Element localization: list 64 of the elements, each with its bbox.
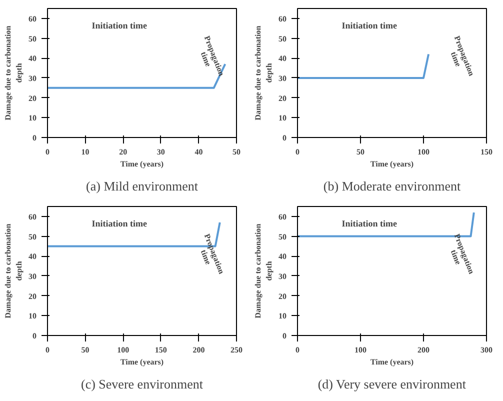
x-tick-label: 0 (46, 148, 50, 156)
y-tick-label: 30 (28, 272, 36, 281)
y-tick-label: 50 (278, 34, 286, 44)
y-axis-title: Damage due to carbonation depth (4, 223, 24, 318)
y-tick-label: 60 (28, 14, 36, 24)
y-axis-title: Damage due to carbonation depth (254, 223, 274, 318)
y-tick-label: 10 (278, 114, 286, 123)
x-tick-label: 100 (418, 148, 430, 156)
y-tick-label: 10 (278, 312, 286, 321)
y-tick-label: 10 (28, 312, 36, 321)
x-tick-label: 150 (154, 346, 167, 354)
y-tick-label: 50 (28, 34, 36, 44)
annotation: Initiation time (92, 218, 147, 228)
x-tick-label: 20 (119, 148, 128, 156)
x-tick-label: 50 (81, 346, 90, 354)
y-tick-label: 0 (32, 332, 36, 340)
y-tick-label: 30 (28, 74, 36, 83)
y-tick-label: 0 (282, 134, 286, 142)
y-axis-title: Damage due to carbonation depth (254, 25, 274, 120)
x-tick-label: 200 (418, 346, 430, 354)
y-tick-label: 10 (28, 114, 36, 123)
y-tick-label: 50 (278, 232, 286, 242)
y-tick-label: 60 (278, 14, 286, 24)
y-tick-label: 0 (32, 134, 36, 142)
x-tick-label: 100 (354, 346, 366, 354)
y-tick-label: 40 (28, 54, 36, 64)
x-tick-label: 0 (296, 346, 300, 354)
text: (c) Severe environment (81, 376, 204, 392)
y-tick-label: 40 (278, 252, 286, 262)
x-tick-label: 150 (480, 148, 492, 156)
x-tick-label: 0 (296, 148, 300, 156)
x-tick-label: 0 (46, 346, 50, 354)
x-tick-label: 10 (81, 148, 90, 156)
x-tick-label: 40 (194, 148, 203, 156)
x-axis-title: Time (years) (120, 358, 164, 366)
y-tick-label: 50 (28, 232, 36, 242)
x-axis-title: Time (years) (120, 160, 164, 168)
y-axis-title: Damage due to carbonation depth (4, 25, 24, 120)
y-tick-label: 40 (278, 54, 286, 64)
y-tick-label: 30 (278, 74, 286, 83)
x-tick-label: 50 (232, 148, 240, 156)
y-tick-label: 30 (278, 272, 286, 281)
annotation: Initiation time (92, 20, 147, 30)
y-tick-label: 60 (28, 212, 36, 222)
x-tick-label: 100 (117, 346, 130, 354)
y-tick-label: 20 (28, 292, 36, 301)
annotation: Initiation time (342, 218, 397, 228)
x-axis-title: Time (years) (370, 160, 414, 168)
x-tick-label: 250 (230, 346, 242, 354)
x-tick-label: 200 (192, 346, 205, 354)
x-tick-label: 30 (156, 148, 165, 156)
x-tick-label: 300 (480, 346, 492, 354)
y-tick-label: 0 (282, 332, 286, 340)
y-tick-label: 20 (28, 94, 36, 103)
text: (d) Very severe environment (318, 376, 466, 392)
y-tick-label: 40 (28, 252, 36, 262)
text: (a) Mild environment (86, 178, 198, 194)
y-tick-label: 20 (278, 292, 286, 301)
text: (b) Moderate environment (323, 178, 461, 194)
annotation: Initiation time (342, 20, 397, 30)
x-tick-label: 50 (356, 148, 364, 156)
y-tick-label: 20 (278, 94, 286, 103)
x-axis-title: Time (years) (370, 358, 414, 366)
y-tick-label: 60 (278, 212, 286, 222)
